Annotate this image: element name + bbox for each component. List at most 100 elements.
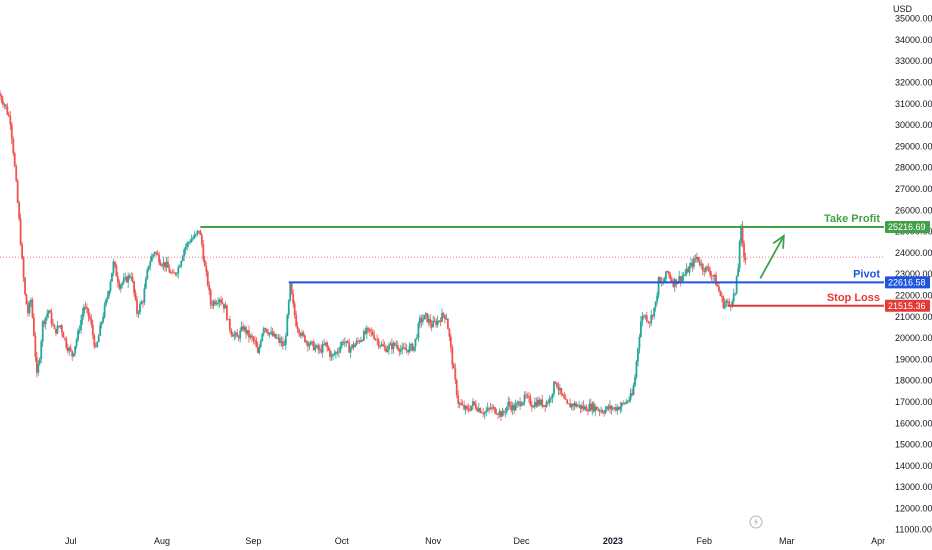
candle-body [566, 399, 569, 404]
candle-body [371, 331, 374, 336]
candle-body [635, 361, 638, 377]
candle-body [236, 332, 239, 337]
candle-body [105, 299, 107, 305]
target-arrow [759, 234, 785, 279]
candle-body [312, 341, 315, 351]
candle-body [445, 318, 448, 320]
candle-body [709, 270, 712, 276]
candle-body [364, 331, 367, 334]
candle-body [136, 299, 138, 314]
candle-body [12, 138, 15, 154]
candle-body [127, 275, 130, 283]
candle-body [402, 347, 405, 349]
candle-body [526, 395, 529, 397]
price-tick-label: 30000.00 [895, 120, 932, 130]
candle-body [122, 278, 125, 283]
candle-body [479, 408, 482, 413]
candle-body [180, 261, 183, 267]
candle-body [183, 249, 186, 257]
candle-body [735, 276, 738, 293]
candle-body [430, 324, 433, 328]
candle-body [304, 335, 306, 343]
candle-body [528, 395, 530, 398]
candle-body [620, 402, 623, 407]
price-tick-label: 15000.00 [895, 440, 932, 450]
candle-body [380, 344, 383, 346]
candle-body [198, 230, 200, 232]
candle-body [41, 321, 44, 342]
candle-body [600, 410, 603, 412]
candle-body [19, 218, 22, 245]
candle-body [491, 407, 493, 409]
candle-body [495, 413, 498, 415]
price-tag-label: 25216.69 [888, 222, 926, 232]
candle-body [588, 403, 591, 412]
candle-body [694, 258, 697, 260]
candle-body [498, 411, 501, 415]
candle-body [365, 327, 368, 334]
candle-body [363, 331, 365, 341]
candle-body [494, 407, 496, 414]
candle-body [66, 347, 69, 352]
candle-body [72, 353, 75, 357]
candle-body [211, 304, 214, 306]
candle-body [698, 261, 701, 266]
candle-body [688, 266, 691, 273]
candle-body [13, 153, 16, 167]
candle-body [305, 341, 308, 343]
candle-body [214, 301, 217, 305]
bolt-icon[interactable] [749, 515, 763, 529]
candle-body [259, 340, 262, 347]
candle-body [284, 336, 287, 345]
candle-body [530, 405, 533, 408]
candle-body [283, 344, 286, 346]
candle-body [502, 411, 505, 413]
candle-body [164, 262, 166, 268]
candle-body [190, 239, 193, 243]
candle-body [373, 335, 376, 340]
candle-body [223, 303, 225, 309]
candle-body [84, 306, 87, 308]
candle-body [348, 342, 351, 353]
price-tick-label: 29000.00 [895, 141, 932, 151]
candle-body [77, 330, 79, 340]
candle-body [281, 341, 284, 346]
candle-body [569, 403, 572, 408]
candle-body [171, 272, 174, 274]
candle-body [10, 124, 13, 139]
candle-body [682, 275, 685, 277]
candle-body [601, 410, 604, 413]
candle-body [704, 266, 707, 273]
candle-body [554, 381, 557, 384]
candle-body [9, 116, 12, 125]
time-tick-label: Oct [335, 536, 350, 546]
arrow-head [772, 234, 785, 249]
candle-body [90, 318, 93, 325]
candle-body [262, 327, 265, 334]
candle-body [88, 316, 91, 319]
level-label: Pivot [853, 268, 880, 280]
candle-body [345, 340, 348, 343]
candle-body [302, 332, 305, 336]
candle-body [463, 405, 465, 410]
candle-body [654, 301, 657, 308]
candle-body [0, 93, 1, 96]
candle-body [167, 261, 169, 268]
candle-body [147, 265, 150, 270]
candle-body [613, 407, 616, 409]
candle-body [239, 330, 242, 339]
candle-body [196, 230, 199, 235]
candle-body [476, 408, 479, 412]
candle-body [408, 346, 411, 353]
price-tick-label: 27000.00 [895, 184, 932, 194]
candle-body [227, 319, 230, 320]
candle-body [15, 166, 18, 181]
candle-body [108, 290, 110, 297]
candle-body [205, 266, 208, 272]
candle-body [523, 394, 526, 403]
candle-body [411, 343, 414, 351]
candle-body [116, 276, 119, 283]
candle-body [486, 407, 489, 411]
candle-body [609, 405, 611, 409]
